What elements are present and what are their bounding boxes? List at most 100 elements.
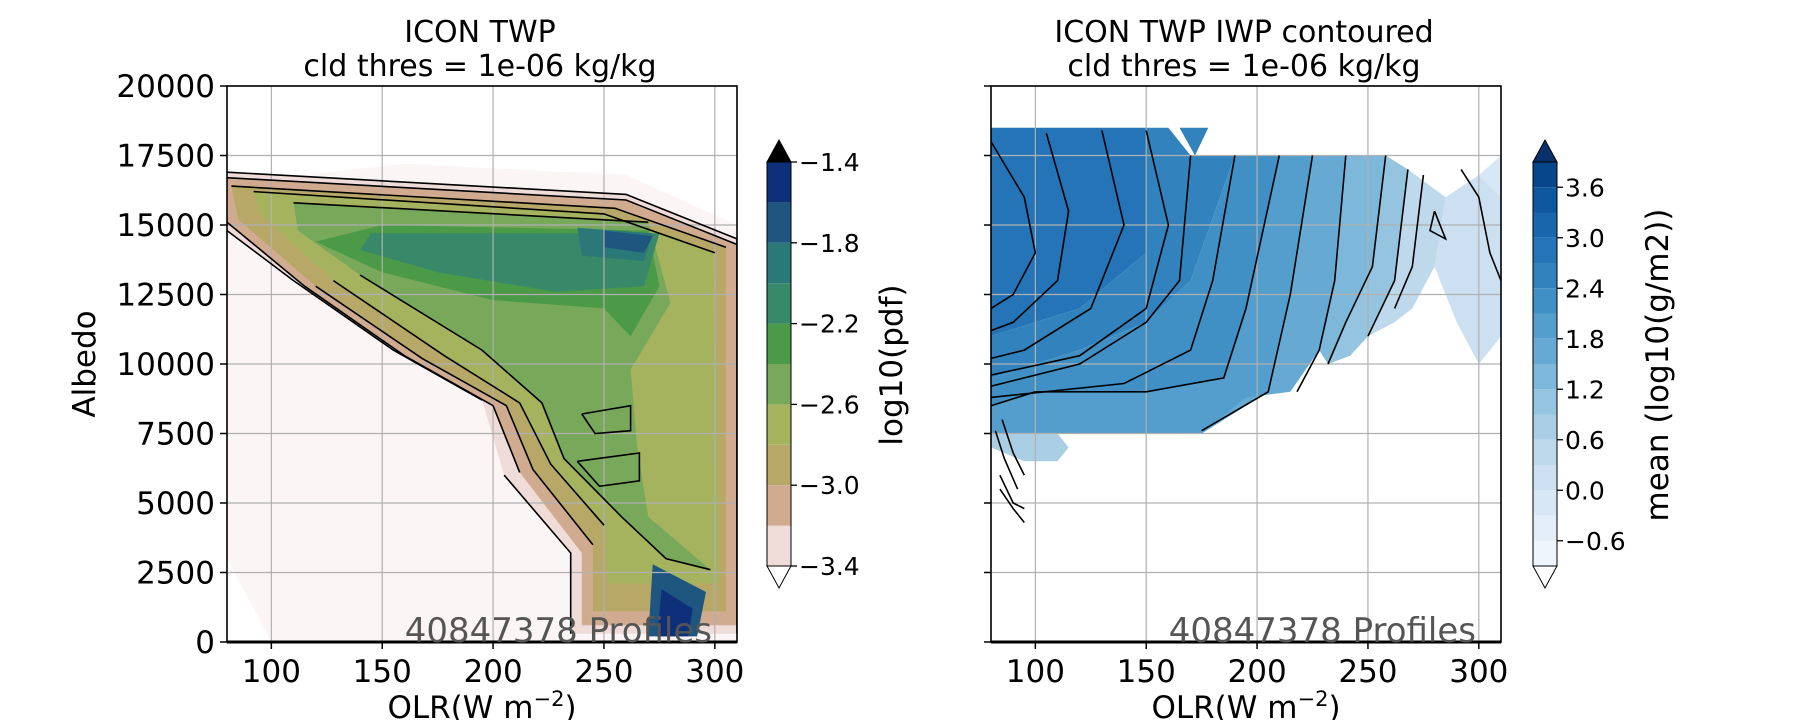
left-contour-line [227,221,494,407]
left-contour-line [227,176,737,246]
left-contour-line [581,404,632,435]
right-filled-region [991,155,1280,406]
right-filled-region [1319,155,1386,364]
left-colorbar-segment [767,242,791,284]
right-contour-line [991,133,1070,332]
right-colorbar-tick-label: −0.6 [1565,527,1626,556]
right-colorbar-frame [1532,161,1558,567]
right-contour-line [991,155,1192,387]
right-contour-line [1367,169,1409,337]
right-panel: ICON TWP IWP contoured cld thres = 1e-06… [984,15,1676,720]
left-colorbar-segment [767,444,791,486]
right-colorbar-tick-label: 1.8 [1565,325,1605,354]
right-colorbar-segment [1533,515,1557,541]
right-colorbar-tick-label: 3.0 [1565,224,1605,253]
right-colorbar-segment [1533,389,1557,415]
right-contour-line [1201,155,1314,432]
left-contour-line [253,190,716,254]
left-contour-line [492,405,521,473]
right-contour-line [1001,419,1026,476]
left-filled-region [604,230,653,253]
right-contour-line [1429,210,1448,241]
right-contour-line [994,430,1019,490]
left-colorbar: −1.4 −1.8 −2.2 −2.6 −3.0 −3.4 [766,138,860,590]
right-profiles-annotation: 40847378 Profiles [1169,611,1476,651]
left-colorbar-segment [767,404,791,445]
left-x-tick-label: 300 [685,654,744,690]
left-contour-line [315,285,594,546]
right-colorbar-segment [1533,364,1557,390]
left-y-tick-label: 5000 [136,486,215,522]
left-contour-line [503,474,572,634]
right-contour-line [999,488,1025,523]
right-title: ICON TWP IWP contoured [1054,15,1433,50]
right-y-ticks [984,85,991,643]
right-x-label: OLR(W m−2) [1151,687,1340,720]
right-colorbar-segment [1533,288,1557,314]
right-colorbar-segment [1533,540,1557,566]
left-colorbar-tick-label: −3.4 [799,552,860,581]
right-colorbar-tick-label: 0.6 [1565,426,1605,455]
right-colorbar-label: mean (log10(g/m2)) [1640,209,1676,522]
right-x-tick-label: 250 [1338,654,1397,690]
left-y-tick-label: 20000 [116,69,215,105]
left-y-ticks: 0 2500 5000 7500 10000 12500 15000 17500 20000 [116,69,227,661]
right-x-ticks: 100 150 200 250 300 [1006,642,1508,690]
right-contour-line [991,141,1037,310]
right-colorbar-under-triangle [1532,565,1558,590]
left-panel: ICON TWP cld thres = 1e-06 kg/kg 100 150 2… [67,15,910,720]
left-profiles-annotation: 40847378 Profiles [405,611,712,651]
right-colorbar-tick-label: 0.0 [1565,476,1605,505]
left-colorbar-segment [767,202,791,243]
left-contour-line [576,452,641,488]
left-colorbar-tick-label: −2.2 [799,310,860,339]
left-contour-line [227,171,737,240]
left-x-tick-label: 200 [464,654,523,690]
left-y-tick-label: 7500 [136,417,215,453]
right-contour-line [999,474,1025,510]
left-y-tick-label: 10000 [116,347,215,383]
left-y-tick-label: 17500 [116,139,215,175]
left-y-label: Albedo [67,310,103,417]
right-subtitle: cld thres = 1e-06 kg/kg [1067,49,1420,84]
left-y-tick-label: 12500 [116,278,215,314]
right-colorbar-segment [1533,263,1557,289]
right-colorbar-segment [1533,313,1557,339]
right-colorbar-tick-label: 3.6 [1565,173,1605,202]
right-colorbar-segment [1533,237,1557,263]
left-y-tick-label: 0 [195,625,215,661]
right-colorbar-segment [1533,162,1557,188]
right-filled-region [1368,169,1446,337]
right-filled-region [991,127,1147,337]
right-contour-line [1393,174,1425,309]
right-colorbar-segment [1533,338,1557,364]
right-x-tick-label: 200 [1228,654,1287,690]
left-filled-region [657,589,693,637]
left-y-tick-label: 15000 [116,208,215,244]
left-contour-lines [227,171,737,634]
right-contour-line [991,130,1125,360]
left-subtitle: cld thres = 1e-06 kg/kg [303,49,656,84]
right-contour-line [1460,168,1501,281]
left-colorbar-tick-label: −2.6 [799,390,860,419]
right-contour-line [991,130,1170,376]
right-filled-region [991,127,1235,378]
right-colorbar-segment [1533,439,1557,465]
right-colorbar-segment [1533,490,1557,516]
right-filled-region [1478,155,1501,198]
left-x-ticks: 100 150 200 250 300 [242,642,744,690]
left-contour-line [231,185,727,248]
right-colorbar-segment [1533,465,1557,491]
left-title: ICON TWP [404,15,555,50]
left-x-tick-label: 250 [574,654,633,690]
right-contour-line [1296,155,1347,393]
right-colorbar-segment [1533,414,1557,440]
left-colorbar-segment [767,323,791,364]
left-x-tick-label: 150 [353,654,412,690]
left-contour-line [332,279,605,526]
right-colorbar: 3.6 3.0 2.4 1.8 1.2 0.6 0.0 −0.6 [1532,138,1626,590]
left-colorbar-segment [767,485,791,526]
left-colorbar-tick-label: −1.8 [799,229,860,258]
left-colorbar-frame [766,161,792,567]
right-x-tick-label: 300 [1449,654,1508,690]
